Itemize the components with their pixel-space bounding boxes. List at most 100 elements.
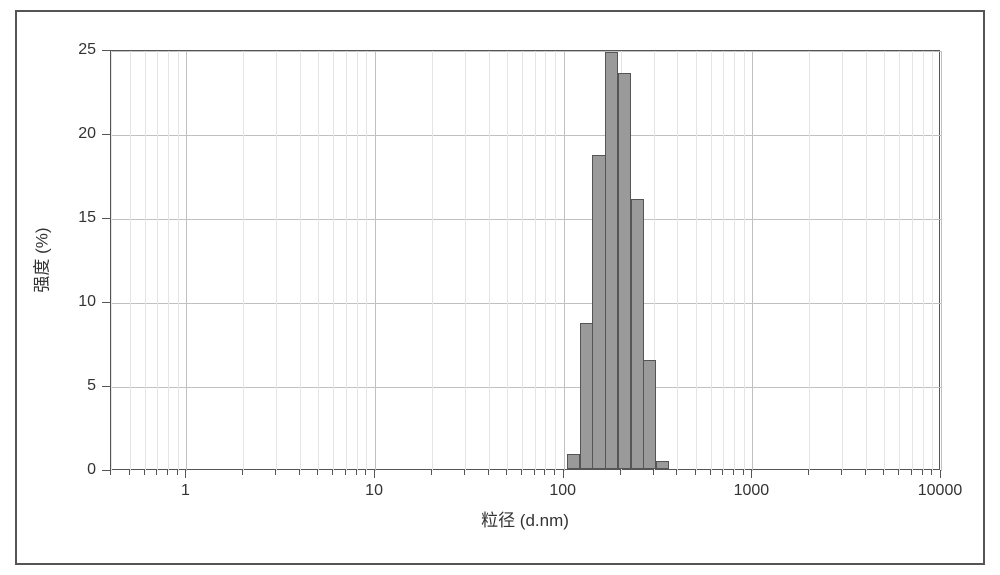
gridline-vertical-minor (157, 51, 158, 471)
x-tick-minor (620, 470, 621, 475)
x-tick-label: 1000 (734, 482, 770, 500)
histogram-bar (605, 52, 618, 469)
gridline-vertical-minor (912, 51, 913, 471)
gridline-vertical-minor (734, 51, 735, 471)
y-tick-label: 20 (60, 125, 96, 143)
gridline-vertical-minor (842, 51, 843, 471)
x-tick-minor (506, 470, 507, 475)
gridline-vertical-minor (932, 51, 933, 471)
gridline-horizontal (111, 387, 941, 388)
x-tick-minor (883, 470, 884, 475)
gridline-vertical-minor (866, 51, 867, 471)
x-tick-label: 100 (549, 482, 576, 500)
x-tick-major (185, 470, 186, 478)
x-tick-minor (464, 470, 465, 475)
x-tick-major (563, 470, 564, 478)
gridline-vertical-minor (677, 51, 678, 471)
x-tick-minor (317, 470, 318, 475)
y-tick (102, 470, 110, 471)
x-tick-minor (177, 470, 178, 475)
gridline-vertical-major (564, 51, 565, 471)
histogram-bar (631, 199, 644, 469)
y-tick-label: 0 (60, 461, 96, 479)
x-tick-minor (676, 470, 677, 475)
x-tick-minor (356, 470, 357, 475)
x-tick-minor (488, 470, 489, 475)
x-tick-major (940, 470, 941, 478)
gridline-vertical-minor (465, 51, 466, 471)
x-tick-minor (554, 470, 555, 475)
y-tick (102, 386, 110, 387)
gridline-vertical-minor (111, 51, 112, 471)
gridline-vertical-minor (243, 51, 244, 471)
chart-plot-area (110, 50, 940, 470)
x-tick-minor (710, 470, 711, 475)
y-tick (102, 302, 110, 303)
x-tick-minor (299, 470, 300, 475)
x-tick-minor (431, 470, 432, 475)
histogram-bar (580, 323, 593, 469)
x-tick-label: 10000 (918, 482, 963, 500)
gridline-vertical-major (941, 51, 942, 471)
x-tick-minor (534, 470, 535, 475)
x-tick-minor (544, 470, 545, 475)
y-tick (102, 50, 110, 51)
y-axis-label: 强度 (%) (28, 227, 53, 292)
x-tick-minor (129, 470, 130, 475)
x-tick-minor (332, 470, 333, 475)
x-axis-label: 粒径 (d.nm) (481, 506, 569, 531)
y-tick-label: 5 (60, 377, 96, 395)
gridline-vertical-minor (357, 51, 358, 471)
gridline-vertical-major (752, 51, 753, 471)
x-tick-minor (653, 470, 654, 475)
gridline-vertical-minor (432, 51, 433, 471)
gridline-horizontal (111, 219, 941, 220)
gridline-vertical-minor (366, 51, 367, 471)
gridline-vertical-minor (130, 51, 131, 471)
x-tick-minor (144, 470, 145, 475)
gridline-vertical-minor (178, 51, 179, 471)
x-tick-minor (695, 470, 696, 475)
gridline-vertical-minor (168, 51, 169, 471)
x-tick-minor (922, 470, 923, 475)
histogram-bar (656, 461, 669, 469)
x-tick-major (374, 470, 375, 478)
gridline-horizontal (111, 303, 941, 304)
x-tick-minor (911, 470, 912, 475)
gridline-vertical-minor (535, 51, 536, 471)
gridline-vertical-major (186, 51, 187, 471)
gridline-vertical-minor (744, 51, 745, 471)
x-tick-minor (521, 470, 522, 475)
histogram-bar (567, 454, 580, 469)
gridline-vertical-minor (522, 51, 523, 471)
y-tick-label: 25 (60, 41, 96, 59)
gridline-vertical-minor (545, 51, 546, 471)
x-tick-minor (931, 470, 932, 475)
x-tick-label: 10 (365, 482, 383, 500)
gridline-vertical-minor (507, 51, 508, 471)
gridline-vertical-minor (696, 51, 697, 471)
x-tick-minor (808, 470, 809, 475)
x-tick-minor (841, 470, 842, 475)
gridline-vertical-minor (318, 51, 319, 471)
x-tick-minor (743, 470, 744, 475)
gridline-vertical-minor (923, 51, 924, 471)
x-tick-label: 1 (181, 482, 190, 500)
gridline-vertical-minor (145, 51, 146, 471)
gridline-vertical-minor (723, 51, 724, 471)
x-tick-minor (110, 470, 111, 475)
gridline-vertical-minor (711, 51, 712, 471)
x-tick-minor (722, 470, 723, 475)
histogram-bar (592, 155, 605, 469)
gridline-vertical-major (375, 51, 376, 471)
gridline-vertical-minor (809, 51, 810, 471)
y-tick-label: 15 (60, 209, 96, 227)
gridline-vertical-minor (884, 51, 885, 471)
x-tick-minor (275, 470, 276, 475)
x-tick-minor (865, 470, 866, 475)
x-tick-minor (898, 470, 899, 475)
histogram-bar (643, 360, 656, 469)
histogram-bar (618, 73, 631, 469)
x-tick-minor (733, 470, 734, 475)
gridline-horizontal (111, 51, 941, 52)
